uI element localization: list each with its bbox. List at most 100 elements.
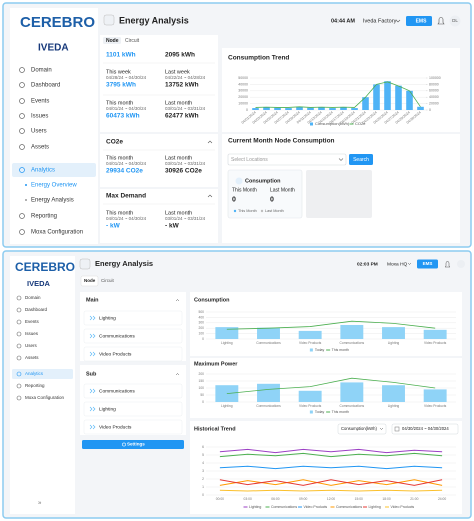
- nav-item[interactable]: Events: [25, 319, 40, 324]
- caret: [207, 140, 213, 144]
- y2-tick-label: 80000: [429, 82, 439, 86]
- avatar[interactable]: [457, 260, 465, 268]
- bell-icon[interactable]: [437, 17, 445, 25]
- period-value: 2095 kWh: [165, 52, 195, 59]
- y-tick-label: 3: [202, 469, 204, 473]
- period-range: 03/01/24 ~ 03/31/24: [165, 161, 206, 166]
- period-range: 04/01/24 ~ 04/30/24: [106, 161, 147, 166]
- group-item[interactable]: [83, 383, 183, 399]
- tab[interactable]: Node: [106, 38, 119, 44]
- nav-item[interactable]: Dashboard: [31, 83, 60, 89]
- y-tick-label: 2: [202, 477, 204, 481]
- x-tick-label: Lighting: [221, 341, 233, 345]
- tab[interactable]: Circuit: [125, 38, 140, 44]
- legend-label: This Month: [238, 209, 257, 213]
- bar: [384, 81, 391, 110]
- group-item-label[interactable]: Lighting: [99, 406, 116, 412]
- y-tick-label: 300: [198, 321, 204, 325]
- nav-item[interactable]: Assets: [25, 355, 39, 360]
- select-value[interactable]: Consumption(kWh): [341, 426, 377, 431]
- line: [226, 377, 436, 394]
- stats-card: [100, 189, 218, 243]
- y-tick-label: 400: [198, 315, 204, 319]
- x-tick-label: 03:00: [244, 497, 252, 501]
- nav-item[interactable]: Domain: [25, 295, 41, 300]
- settings-button[interactable]: [82, 440, 184, 449]
- avatar[interactable]: [449, 15, 461, 27]
- ems-button[interactable]: [417, 259, 438, 269]
- brand-logo: CEREBRO: [15, 260, 75, 274]
- nav-icon: [19, 98, 25, 104]
- nav-item[interactable]: Energy Analysis: [31, 198, 74, 204]
- group-item[interactable]: [83, 419, 183, 435]
- tab[interactable]: Circuit: [101, 278, 115, 283]
- bar: [296, 106, 303, 110]
- group-item-label[interactable]: Video Products: [99, 424, 132, 430]
- nav-item[interactable]: Domain: [31, 68, 52, 74]
- legend-swatch: [309, 348, 313, 352]
- group-item-label[interactable]: Communications: [99, 388, 135, 394]
- search-button[interactable]: [349, 154, 373, 165]
- period-range: 04/01/24 ~ 04/30/24: [106, 216, 147, 221]
- nav-item[interactable]: Moxa Configuration: [25, 395, 65, 400]
- item-icon: [89, 315, 96, 321]
- nav-item[interactable]: Reporting: [31, 214, 57, 220]
- x-tick-label: Video Products: [424, 341, 447, 345]
- bar: [395, 85, 402, 110]
- y-tick-label: 150: [198, 379, 204, 383]
- group-item-label[interactable]: Lighting: [99, 315, 116, 321]
- group-item[interactable]: [83, 310, 183, 326]
- date-range-value[interactable]: 04/30/2024 ~ 04/30/2024: [402, 426, 449, 431]
- nav-item[interactable]: Events: [31, 99, 49, 105]
- button-label[interactable]: EMS: [416, 18, 428, 24]
- button-label[interactable]: EMS: [423, 261, 433, 266]
- nav-item[interactable]: Users: [31, 129, 47, 135]
- group-item-label[interactable]: Video Products: [99, 351, 132, 357]
- button-label[interactable]: Settings: [127, 442, 145, 447]
- group-item[interactable]: [83, 346, 183, 362]
- period-label: Last week: [165, 69, 190, 75]
- legend-swatch: [310, 122, 313, 126]
- nav-item[interactable]: Energy Overview: [31, 183, 77, 189]
- nav-item[interactable]: Analytics: [31, 168, 55, 174]
- x-tick-label: Communications: [256, 341, 281, 345]
- caret: [407, 262, 412, 265]
- nav-item[interactable]: Users: [25, 343, 38, 348]
- location-select[interactable]: [227, 153, 347, 166]
- nav-icon: [16, 383, 22, 389]
- bell-icon[interactable]: [444, 261, 451, 268]
- period-range: 03/01/24 ~ 03/31/24: [165, 216, 206, 221]
- collapse-toggle[interactable]: »: [38, 501, 42, 507]
- y-tick-label: 5: [202, 453, 204, 457]
- nav-item[interactable]: Issues: [31, 114, 48, 120]
- ems-button[interactable]: [406, 16, 432, 26]
- chart-title: Historical Trend: [194, 426, 236, 432]
- bar: [417, 106, 424, 110]
- nav-item[interactable]: Dashboard: [25, 307, 48, 312]
- period-value: - kW: [106, 223, 121, 230]
- group-item[interactable]: [83, 328, 183, 344]
- date-range[interactable]: [391, 423, 459, 435]
- nav-item[interactable]: Analytics: [25, 371, 44, 376]
- site-select[interactable]: Iveda Factory: [363, 18, 397, 24]
- y-tick-label: 0: [202, 493, 204, 497]
- page-title: Energy Analysis: [119, 15, 189, 25]
- metric-select[interactable]: [337, 423, 387, 435]
- bar: [423, 329, 447, 339]
- nav-item[interactable]: Assets: [31, 145, 49, 151]
- clock: 02:03 PM: [357, 261, 378, 267]
- site-select[interactable]: Moxa HQ: [387, 261, 408, 267]
- bar: [340, 107, 347, 110]
- nav-item[interactable]: Reporting: [25, 383, 45, 388]
- x-tick-label: Lighting: [221, 404, 233, 408]
- card-title: Consumption: [245, 178, 281, 184]
- nav-item[interactable]: Issues: [25, 331, 39, 336]
- tab[interactable]: Node: [84, 278, 96, 283]
- nav-item[interactable]: Moxa Configuration: [31, 230, 83, 236]
- period-value: 62477 kWh: [165, 113, 199, 120]
- sidebar: [10, 8, 98, 244]
- group-item-label[interactable]: Communications: [99, 333, 135, 339]
- bar: [382, 385, 405, 402]
- group-item[interactable]: [83, 401, 183, 417]
- button-label[interactable]: Search: [353, 157, 369, 163]
